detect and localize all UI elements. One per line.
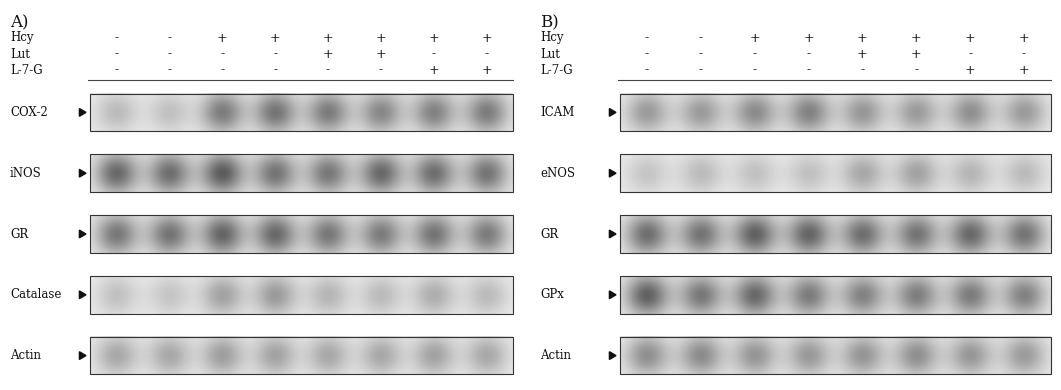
Text: -: -	[699, 48, 702, 60]
Text: -: -	[432, 48, 436, 60]
Text: +: +	[1019, 64, 1029, 76]
Bar	[90, 154, 514, 192]
Text: eNOS: eNOS	[540, 167, 575, 180]
Text: -: -	[220, 48, 224, 60]
Text: iNOS: iNOS	[10, 167, 41, 180]
Text: +: +	[482, 64, 492, 76]
Text: -: -	[860, 64, 865, 76]
Bar	[620, 337, 1051, 374]
Text: -: -	[806, 64, 811, 76]
Text: Hcy: Hcy	[540, 32, 563, 44]
Polygon shape	[609, 169, 616, 177]
Text: +: +	[911, 48, 922, 60]
Text: Catalase: Catalase	[10, 288, 62, 301]
Text: -: -	[752, 64, 756, 76]
Text: GPx: GPx	[540, 288, 563, 301]
Text: B): B)	[540, 14, 559, 31]
Text: -: -	[115, 64, 119, 76]
Text: +: +	[964, 64, 975, 76]
Text: +: +	[857, 32, 868, 44]
Text: -: -	[645, 32, 649, 44]
Bar	[620, 94, 1051, 131]
Bar	[90, 94, 514, 131]
Text: -: -	[968, 48, 972, 60]
Text: -: -	[752, 48, 756, 60]
Bar	[90, 276, 514, 314]
Bar	[620, 276, 1051, 314]
Polygon shape	[609, 108, 616, 116]
Text: +: +	[323, 32, 333, 44]
Text: +: +	[376, 32, 386, 44]
Polygon shape	[80, 291, 86, 299]
Polygon shape	[609, 230, 616, 238]
Text: +: +	[269, 32, 280, 44]
Text: +: +	[749, 32, 760, 44]
Text: +: +	[857, 48, 868, 60]
Text: -: -	[115, 48, 119, 60]
Text: +: +	[216, 32, 227, 44]
Text: -: -	[1022, 48, 1026, 60]
Text: -: -	[220, 64, 224, 76]
Text: -: -	[699, 32, 702, 44]
Text: L-7-G: L-7-G	[540, 64, 573, 76]
Polygon shape	[80, 230, 86, 238]
Text: -: -	[273, 48, 277, 60]
Text: +: +	[482, 32, 492, 44]
Text: +: +	[429, 64, 439, 76]
Bar	[90, 337, 514, 374]
Text: L-7-G: L-7-G	[10, 64, 42, 76]
Polygon shape	[609, 291, 616, 299]
Text: -: -	[485, 48, 489, 60]
Text: +: +	[429, 32, 439, 44]
Text: +: +	[964, 32, 975, 44]
Text: -: -	[326, 64, 330, 76]
Text: A): A)	[10, 14, 29, 31]
Text: Hcy: Hcy	[10, 32, 34, 44]
Text: -: -	[168, 48, 172, 60]
Text: -: -	[168, 32, 172, 44]
Text: -: -	[915, 64, 919, 76]
Text: -: -	[645, 48, 649, 60]
Polygon shape	[80, 108, 86, 116]
Text: -: -	[699, 64, 702, 76]
Polygon shape	[609, 352, 616, 360]
Text: -: -	[379, 64, 383, 76]
Text: -: -	[645, 64, 649, 76]
Text: COX-2: COX-2	[10, 106, 48, 119]
Text: Actin: Actin	[10, 349, 41, 362]
Text: +: +	[1019, 32, 1029, 44]
Bar	[90, 215, 514, 253]
Text: +: +	[911, 32, 922, 44]
Bar	[620, 215, 1051, 253]
Polygon shape	[80, 352, 86, 360]
Polygon shape	[80, 169, 86, 177]
Text: +: +	[323, 48, 333, 60]
Text: Lut: Lut	[10, 48, 30, 60]
Text: GR: GR	[10, 227, 29, 241]
Text: Lut: Lut	[540, 48, 560, 60]
Bar	[620, 154, 1051, 192]
Text: -: -	[168, 64, 172, 76]
Text: Actin: Actin	[540, 349, 571, 362]
Text: ICAM: ICAM	[540, 106, 574, 119]
Text: -: -	[273, 64, 277, 76]
Text: +: +	[803, 32, 814, 44]
Text: GR: GR	[540, 227, 558, 241]
Text: -: -	[115, 32, 119, 44]
Text: -: -	[806, 48, 811, 60]
Text: +: +	[376, 48, 386, 60]
